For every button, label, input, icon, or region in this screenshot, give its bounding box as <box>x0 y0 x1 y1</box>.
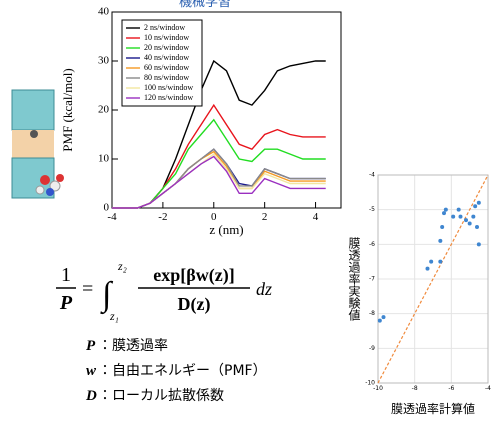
y-tick-label: -7 <box>369 276 375 283</box>
legend-label: 60 ns/window <box>144 63 189 72</box>
scatter-point <box>438 259 443 264</box>
y-tick-label: -6 <box>369 241 375 248</box>
atom <box>30 130 38 138</box>
scatter-point <box>476 200 481 205</box>
x-tick-label: -2 <box>158 211 167 223</box>
plot-frame <box>111 11 342 209</box>
legend-box <box>121 19 203 107</box>
scatter-point <box>476 242 481 247</box>
atom <box>56 174 64 182</box>
reference-line <box>377 174 489 384</box>
y-tick-label: 40 <box>98 6 110 18</box>
scatter-point <box>429 259 434 264</box>
y-tick-label: -5 <box>369 206 375 213</box>
y-tick-label: -4 <box>369 172 375 179</box>
header-title: 機械学習 <box>179 0 231 10</box>
definition-text: ：膜透過率 <box>98 338 168 354</box>
y-tick-label: 0 <box>104 202 110 214</box>
formula-dz: dz <box>256 279 272 299</box>
scatter-point <box>456 207 461 212</box>
formula-numerator: exp[βw(z)] <box>153 265 234 286</box>
scatter-point <box>473 204 478 209</box>
scatter-point <box>475 225 479 229</box>
scatter-point <box>438 238 443 243</box>
atom <box>35 185 45 195</box>
x-tick-label: -4 <box>485 385 491 392</box>
y-tick-label: 20 <box>98 104 110 116</box>
x-tick-label: -6 <box>448 385 454 392</box>
pmf-line <box>112 118 326 209</box>
formula-equals: = <box>82 278 93 300</box>
y-tick-label: -10 <box>365 380 375 387</box>
y-tick-label: 30 <box>98 55 110 67</box>
scatter-point <box>464 218 468 223</box>
y-axis-label: 膜透過率実験値 <box>347 237 361 321</box>
scatter-point <box>451 214 456 219</box>
scatter-point <box>440 225 445 229</box>
atom <box>40 175 50 185</box>
pmf-line <box>112 155 326 209</box>
definition-text: ：自由エネルギー（PMF） <box>98 363 267 379</box>
scatter-point <box>377 318 382 323</box>
atom <box>46 188 54 196</box>
y-tick-label: -9 <box>369 345 375 352</box>
definitions: P ：膜透過率 w ：自由エネルギー（PMF） D ：ローカル拡散係数 <box>85 338 267 404</box>
legend-label: 80 ns/window <box>144 73 189 82</box>
legend-label: 20 ns/window <box>144 43 189 52</box>
chart: -4 -5 -6 -7 -8 -9 -10-10 -8 -6 -4 膜透過率計算値 膜透過率実験値 <box>347 172 491 417</box>
scatter-point <box>458 214 463 219</box>
membrane-illustration <box>11 89 64 199</box>
definition-symbol: D <box>85 388 97 404</box>
x-tick-label: -8 <box>412 385 418 392</box>
legend-label: 2 ns/window <box>144 23 185 32</box>
x-tick-label: -4 <box>107 211 117 223</box>
scatter-point <box>471 214 476 219</box>
scatter-point <box>381 315 386 320</box>
scatter-point <box>443 207 448 212</box>
y-tick-label: 10 <box>98 153 110 165</box>
plot-frame <box>377 174 489 384</box>
formula-p: P <box>59 292 73 314</box>
formula-lower: z₁ <box>109 309 119 323</box>
chart: 0 10 20 30 40 -4 -2 0 2 4 z (nm) PMF (kcal/mol) 2 ns… <box>60 6 342 237</box>
atom <box>49 180 61 192</box>
x-tick-label: 0 <box>211 211 217 223</box>
x-axis-label: z (nm) <box>209 222 243 237</box>
x-tick-label: -10 <box>373 385 383 392</box>
legend-label: 100 ns/window <box>144 83 193 92</box>
scatter-point <box>467 221 472 226</box>
scatter-point <box>442 211 446 216</box>
x-tick-label: 4 <box>313 211 319 223</box>
definition-symbol: P <box>86 338 96 354</box>
scatter-point <box>425 266 430 271</box>
x-tick-label: 2 <box>262 211 268 223</box>
formula: 1 P = ∫ z₂ z₁ exp[βw(z)] D(z) dz <box>56 259 272 323</box>
formula-upper: z₂ <box>117 259 127 273</box>
legend-label: 120 ns/window <box>144 93 193 102</box>
y-tick-label: -8 <box>369 310 375 317</box>
definition-symbol: w <box>86 363 97 379</box>
water-block <box>11 89 55 131</box>
x-axis-label: 膜透過率計算値 <box>391 401 475 416</box>
definition-text: ：ローカル拡散係数 <box>98 388 224 404</box>
legend-label: 10 ns/window <box>144 33 189 42</box>
formula-integral: ∫ <box>100 276 114 315</box>
y-axis-label: PMF (kcal/mol) <box>60 68 75 151</box>
formula-one: 1 <box>61 264 71 286</box>
legend-label: 40 ns/window <box>144 53 189 62</box>
formula-denominator: D(z) <box>178 294 211 315</box>
